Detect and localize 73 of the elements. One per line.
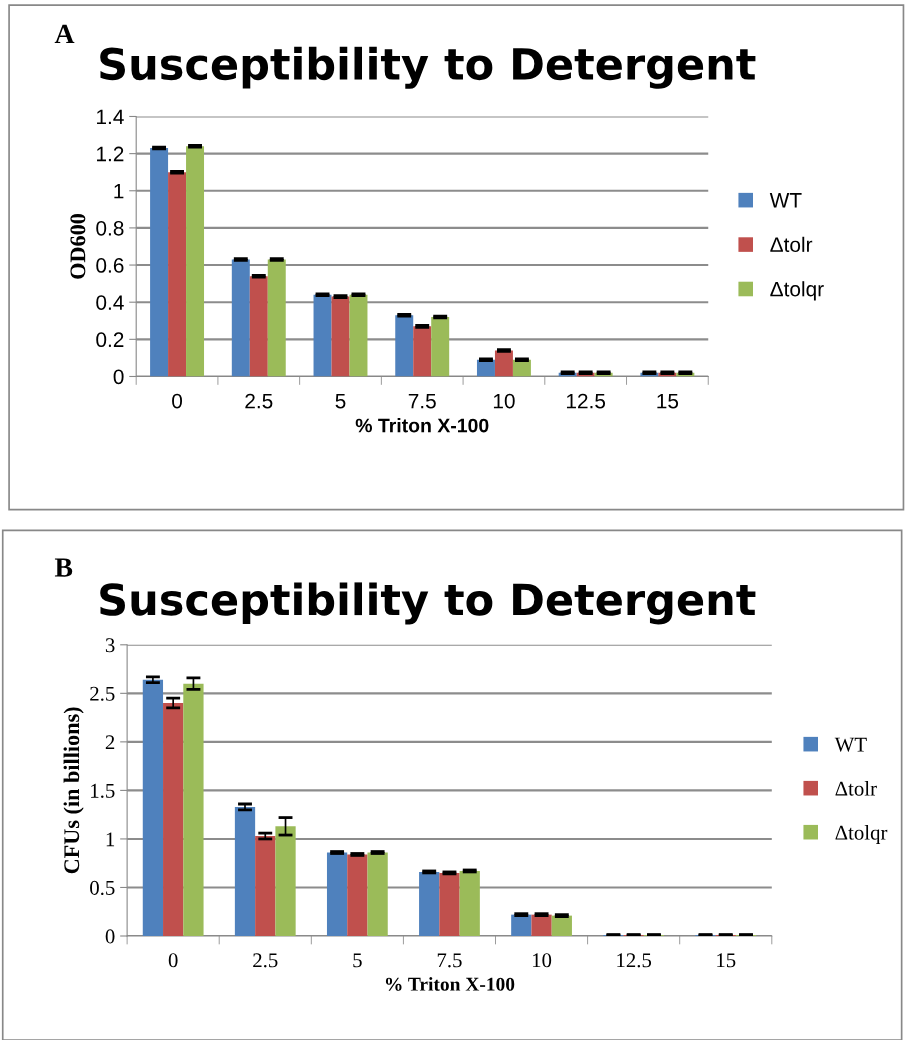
x-tick-label: 5 (335, 393, 346, 409)
y-tick-label: 1.5 (91, 783, 115, 798)
bar (150, 148, 169, 377)
bar (494, 350, 513, 377)
bar (413, 326, 432, 377)
x-tick-label: 2.5 (253, 953, 278, 968)
bar (255, 836, 276, 936)
bar (275, 826, 296, 936)
bar (183, 683, 204, 936)
bar (459, 870, 480, 936)
y-tick-label: 1 (114, 183, 124, 199)
bar (349, 294, 368, 377)
y-tick-label: 1.2 (97, 146, 124, 162)
x-tick-label: 10 (493, 393, 515, 409)
bar (142, 679, 164, 936)
y-tick-label: 0 (105, 929, 115, 944)
legend-label: Δtolr (835, 781, 877, 796)
bar (551, 915, 572, 936)
bar (512, 359, 531, 377)
y-tick-label: 0.6 (96, 258, 124, 273)
x-tick-label: 15 (657, 393, 679, 409)
legend-label: Δtolr (770, 236, 813, 253)
legend-label: Δtolqr (770, 281, 824, 301)
y-tick-label: 1.4 (97, 109, 124, 125)
y-tick-label: 1 (106, 832, 115, 847)
bar (395, 315, 414, 377)
y-tick-label: 0.8 (96, 220, 124, 236)
x-tick-label: 7.5 (437, 953, 462, 968)
bar (326, 852, 348, 936)
text: A (54, 24, 75, 44)
legend-label: WT (834, 737, 867, 752)
bar (231, 259, 250, 377)
x-tick-label: 10 (532, 953, 552, 968)
bar (163, 703, 184, 936)
x-axis-title: % Triton X-100 (355, 418, 489, 433)
bar (367, 852, 388, 936)
x-axis-title: % Triton X-100 (385, 977, 515, 991)
text: B (54, 558, 73, 577)
bar (476, 359, 495, 377)
bar (168, 172, 187, 377)
x-tick-label: 0 (172, 393, 183, 409)
x-tick-label: 5 (353, 953, 362, 968)
bar (249, 276, 268, 377)
x-tick-label: 7.5 (408, 393, 436, 409)
y-axis-title: CFUs (in billions) (63, 707, 84, 874)
bar (531, 914, 552, 936)
y-tick-label: 0.2 (96, 332, 124, 348)
bar (431, 317, 450, 377)
y-tick-label: 0 (113, 369, 124, 385)
chart-title: Susceptibility to Detergent (100, 46, 756, 89)
x-tick-label: 2.5 (245, 393, 273, 409)
bar (347, 854, 368, 936)
legend-label: WT (769, 193, 802, 208)
x-tick-label: 0 (168, 953, 178, 968)
bar (331, 296, 350, 377)
legend-label: Δtolqr (835, 825, 888, 844)
bar (511, 914, 532, 936)
bar (313, 294, 332, 377)
y-tick-label: 0.4 (96, 295, 124, 310)
y-tick-label: 2.5 (90, 686, 115, 701)
chart-title: Susceptibility to Detergent (100, 582, 756, 625)
y-tick-label: 3 (105, 638, 115, 653)
bar (186, 146, 205, 377)
y-tick-label: 2 (105, 735, 115, 750)
bar (439, 872, 460, 936)
x-tick-label: 12.5 (617, 953, 652, 968)
y-axis-title: OD600 (70, 213, 86, 279)
x-tick-label: 12.5 (566, 393, 606, 409)
y-tick-label: 0.5 (90, 880, 115, 895)
bar (267, 259, 286, 377)
bar (234, 806, 256, 936)
bar (419, 871, 440, 936)
x-tick-label: 15 (717, 953, 736, 968)
